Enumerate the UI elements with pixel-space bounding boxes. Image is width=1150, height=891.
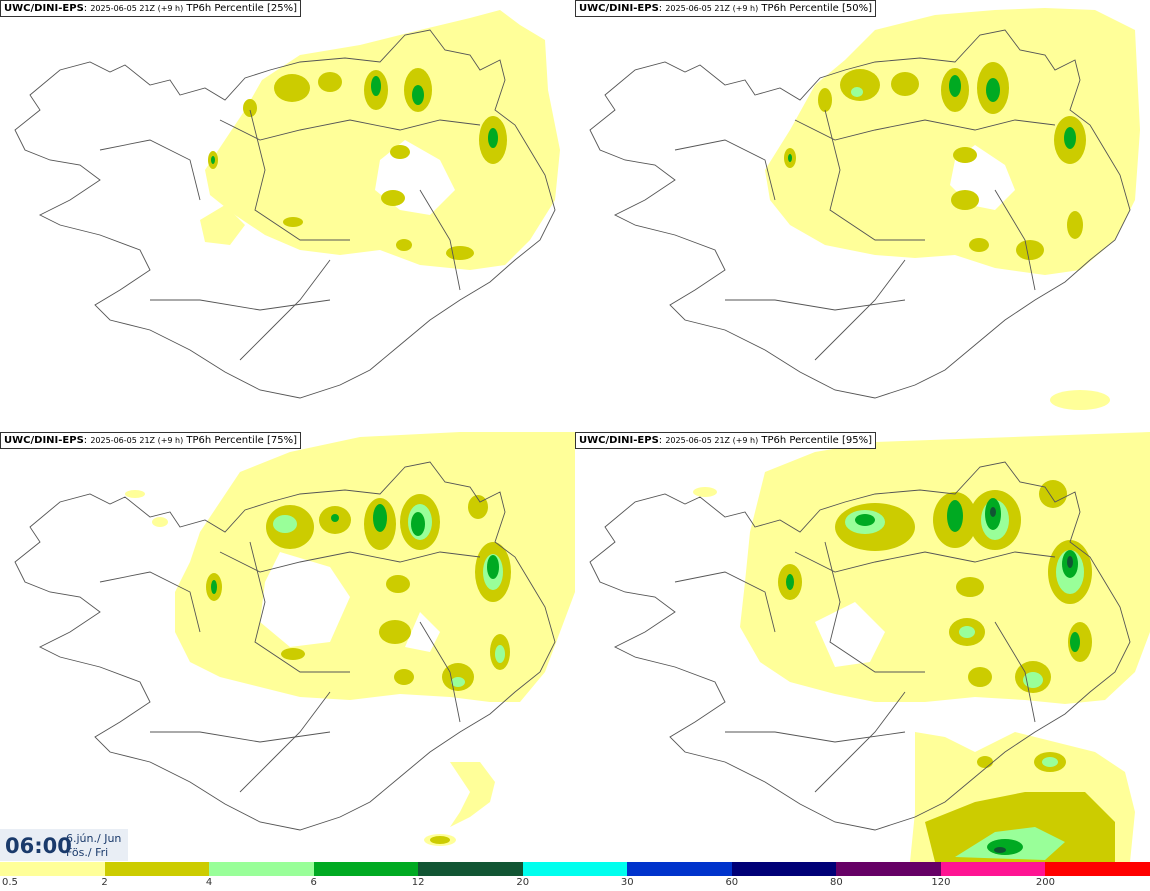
colorbar-label: 12 (411, 877, 425, 888)
model-name: UWC/DINI-EPS (579, 435, 659, 446)
field-name: TP6h Percentile [95%] (761, 435, 872, 446)
colorbar-segment (209, 862, 315, 876)
colorbar-label: 30 (620, 877, 634, 888)
precip-green (211, 76, 498, 164)
precip-olive (784, 62, 1086, 260)
colorbar (0, 862, 1150, 876)
field-name: TP6h Percentile [50%] (761, 3, 872, 14)
colorbar-segment (0, 862, 105, 876)
precip-green (788, 75, 1076, 162)
colorbar-labels: 0.5 2 4 6 12 20 30 60 80 120 200 (0, 876, 1150, 891)
model-name: UWC/DINI-EPS (4, 3, 84, 14)
colorbar-label: 0.5 (2, 877, 18, 888)
colorbar-label: 6 (310, 877, 317, 888)
run-time: 2025-06-05 21Z (+9 h) (90, 436, 184, 445)
valid-time-box: 06:00 6.jún./ Jun Fös./ Fri (0, 829, 128, 861)
colorbar-segment (940, 862, 1046, 876)
precip-yellow (765, 8, 1140, 410)
precip-green (211, 504, 499, 594)
colorbar-label: 200 (1035, 877, 1055, 888)
colorbar-segment (522, 862, 628, 876)
precip-map (14, 432, 575, 846)
valid-day: Fös./ Fri (66, 846, 109, 859)
iceland-outline (14, 461, 556, 831)
precip-map (14, 10, 560, 399)
model-name: UWC/DINI-EPS (579, 3, 659, 14)
colorbar-segment (731, 862, 837, 876)
map-panel-p50: UWC/DINI-EPS: 2025-06-05 21Z (+9 h) TP6h… (575, 0, 1150, 430)
run-time: 2025-06-05 21Z (+9 h) (665, 4, 759, 13)
field-name: TP6h Percentile [25%] (186, 3, 297, 14)
colorbar-label: 2 (101, 877, 108, 888)
iceland-outline (589, 29, 1131, 399)
colorbar-segment (627, 862, 733, 876)
colorbar-segment (104, 862, 210, 876)
field-name: TP6h Percentile [75%] (186, 435, 297, 446)
panel-title: UWC/DINI-EPS: 2025-06-05 21Z (+9 h) TP6h… (0, 432, 301, 449)
precip-map (589, 432, 1150, 862)
precip-dark-green (990, 507, 1073, 853)
colorbar-label: 4 (205, 877, 213, 888)
run-time: 2025-06-05 21Z (+9 h) (90, 4, 184, 13)
colorbar-segment (1045, 862, 1150, 876)
valid-date: 6.jún./ Jun (66, 832, 122, 845)
panel-title: UWC/DINI-EPS: 2025-06-05 21Z (+9 h) TP6h… (575, 432, 876, 449)
colorbar-segment (836, 862, 942, 876)
map-panel-p95: UWC/DINI-EPS: 2025-06-05 21Z (+9 h) TP6h… (575, 432, 1150, 862)
map-panel-p25: UWC/DINI-EPS: 2025-06-05 21Z (+9 h) TP6h… (0, 0, 575, 430)
panel-title: UWC/DINI-EPS: 2025-06-05 21Z (+9 h) TP6h… (575, 0, 876, 17)
run-time: 2025-06-05 21Z (+9 h) (665, 436, 759, 445)
precip-map (589, 8, 1140, 410)
colorbar-segment (418, 862, 524, 876)
iceland-outline (14, 29, 556, 399)
panel-title: UWC/DINI-EPS: 2025-06-05 21Z (+9 h) TP6h… (0, 0, 301, 17)
map-panel-p75: UWC/DINI-EPS: 2025-06-05 21Z (+9 h) TP6h… (0, 432, 575, 862)
colorbar-label: 60 (725, 877, 739, 888)
model-name: UWC/DINI-EPS (4, 435, 84, 446)
colorbar-label: 120 (931, 877, 951, 888)
precip-light-green (851, 87, 863, 97)
iceland-outline (589, 461, 1131, 831)
valid-time: 06:00 (5, 834, 72, 858)
colorbar-segment (313, 862, 419, 876)
colorbar-label: 80 (829, 877, 843, 888)
colorbar-label: 20 (516, 877, 530, 888)
